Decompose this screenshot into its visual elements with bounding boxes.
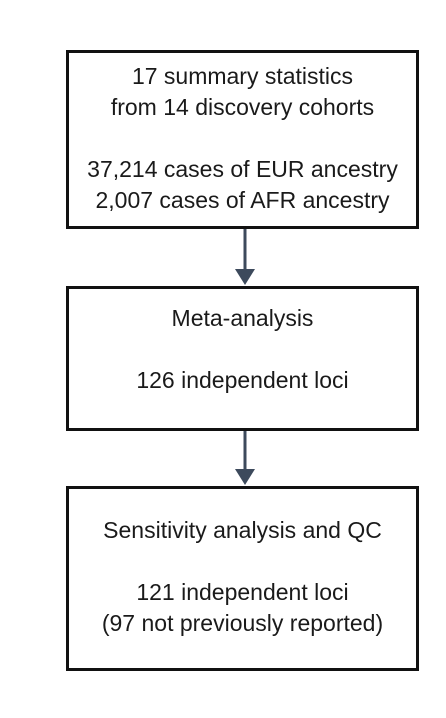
down-arrow-icon [235, 229, 255, 285]
step-text: 2,007 cases of AFR ancestry [95, 187, 390, 213]
step-box-discovery: 17 summary statistics from 14 discovery … [66, 50, 419, 229]
step-text: 126 independent loci [136, 367, 349, 393]
step-text: (97 not previously reported) [101, 610, 384, 636]
down-arrow-icon [235, 431, 255, 485]
step-box-sensitivity-analysis: Sensitivity analysis and QC 121 independ… [66, 486, 419, 671]
step-text: from 14 discovery cohorts [110, 94, 375, 120]
step-text: Meta-analysis [171, 305, 314, 331]
step-text: 17 summary statistics [131, 63, 354, 89]
step-text: 121 independent loci [136, 579, 349, 605]
step-text: Sensitivity analysis and QC [103, 517, 382, 543]
step-box-meta-analysis: Meta-analysis 126 independent loci [66, 286, 419, 431]
step-text: 37,214 cases of EUR ancestry [87, 156, 398, 182]
